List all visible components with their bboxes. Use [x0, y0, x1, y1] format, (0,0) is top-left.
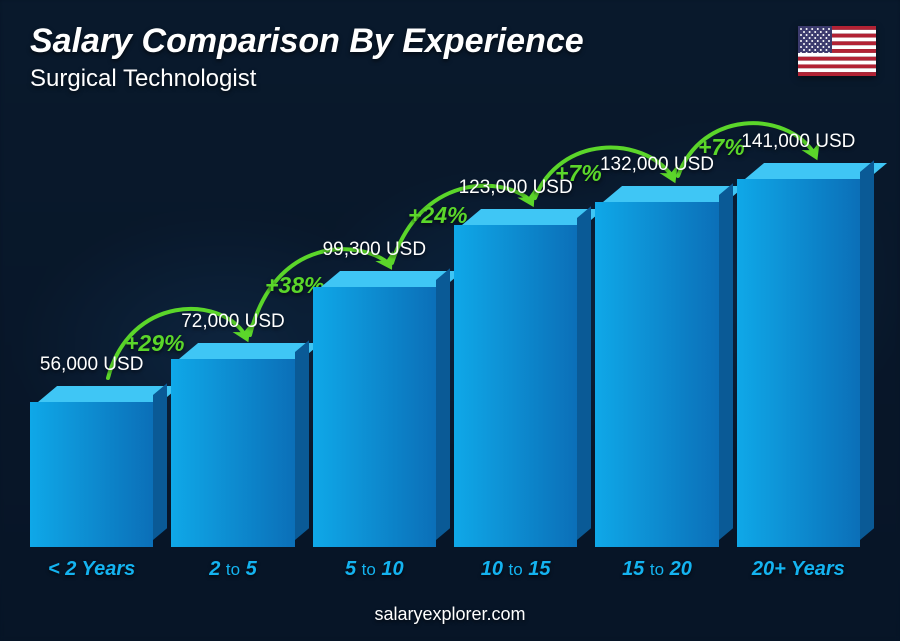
bar-slot: 99,300 USD: [313, 239, 436, 547]
bar-slot: 72,000 USD: [171, 311, 294, 547]
category-label: 5 to 10: [313, 558, 436, 581]
bar-value-label: 72,000 USD: [181, 311, 285, 333]
category-label: 10 to 15: [454, 558, 577, 581]
category-label: 15 to 20: [595, 558, 718, 581]
bar: [313, 271, 436, 547]
bar-slot: 56,000 USD: [30, 354, 153, 547]
category-label: < 2 Years: [30, 558, 153, 581]
bar-front-face: [595, 202, 718, 547]
category-label: 20+ Years: [737, 558, 860, 581]
bar: [30, 386, 153, 547]
category-labels: < 2 Years 2 to 5 5 to 10 10 to 15 15 to 20 20…: [30, 558, 860, 581]
bar-side-face: [295, 340, 309, 540]
bar-value-label: 141,000 USD: [741, 131, 855, 153]
bar-side-face: [436, 268, 450, 540]
bar-side-face: [153, 383, 167, 540]
country-flag-icon: [798, 26, 876, 76]
bar: [595, 186, 718, 547]
bars-container: 56,000 USD 72,000 USD 99,300 USD 123,000…: [30, 127, 860, 547]
bar: [171, 343, 294, 547]
bar-front-face: [313, 287, 436, 547]
bar-value-label: 56,000 USD: [40, 354, 144, 376]
bar-side-face: [719, 183, 733, 540]
bar-value-label: 123,000 USD: [459, 177, 573, 199]
bar-slot: 123,000 USD: [454, 177, 577, 547]
bar-front-face: [454, 225, 577, 547]
bar-value-label: 132,000 USD: [600, 154, 714, 176]
content-root: Salary Comparison By Experience Surgical…: [0, 0, 900, 641]
title-block: Salary Comparison By Experience Surgical…: [30, 22, 584, 93]
bar-slot: 141,000 USD: [737, 131, 860, 547]
footer-attribution: salaryexplorer.com: [0, 604, 900, 625]
bar: [737, 163, 860, 547]
page-title: Salary Comparison By Experience: [30, 22, 584, 61]
bar-slot: 132,000 USD: [595, 154, 718, 547]
bar-front-face: [737, 179, 860, 547]
page-subtitle: Surgical Technologist: [30, 65, 584, 93]
bar: [454, 209, 577, 547]
category-label: 2 to 5: [171, 558, 294, 581]
bar-front-face: [171, 359, 294, 547]
bar-value-label: 99,300 USD: [323, 239, 427, 261]
bar-side-face: [577, 206, 591, 540]
bar-side-face: [860, 160, 874, 540]
bar-front-face: [30, 402, 153, 547]
bar-chart: +29%+38%+24%+7%+7% 56,000 USD 72,000 USD…: [30, 120, 860, 581]
